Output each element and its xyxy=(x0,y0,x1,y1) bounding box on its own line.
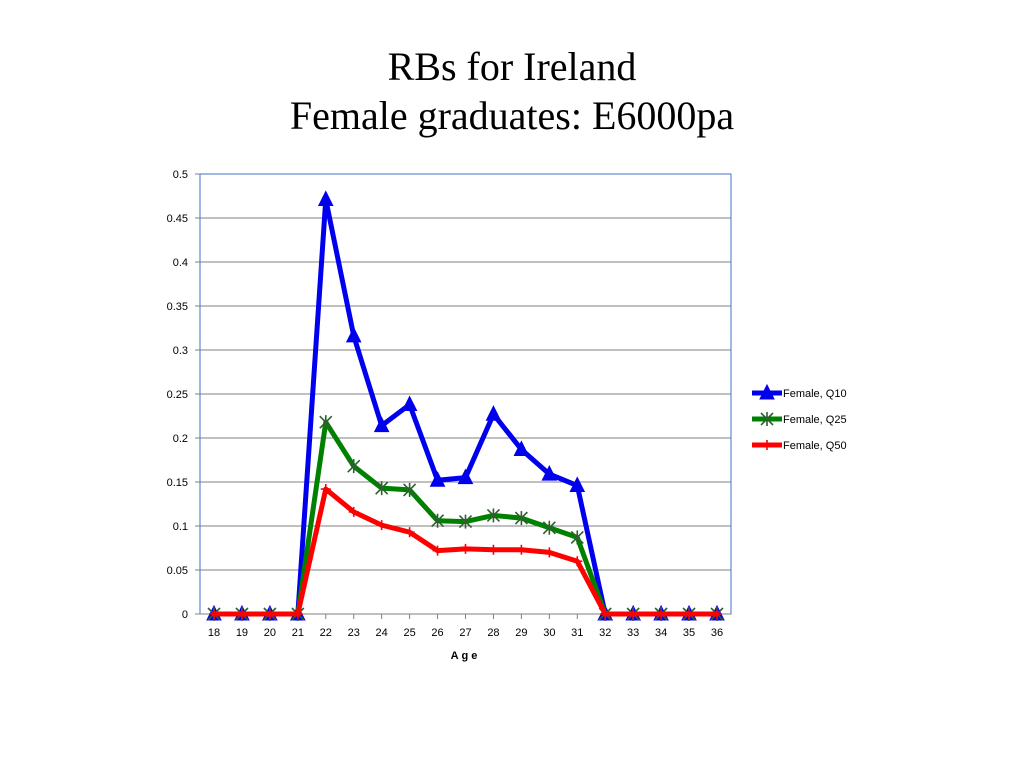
data-point-female-q50 xyxy=(572,556,583,567)
x-tick-label: 19 xyxy=(236,627,248,639)
data-point-female-q25 xyxy=(514,511,528,526)
slide-title: RBs for Ireland Female graduates: E6000p… xyxy=(0,42,1024,140)
x-tick-label: 26 xyxy=(431,627,443,639)
data-point-female-q25 xyxy=(430,513,445,528)
y-tick-label: 0.5 xyxy=(173,169,188,181)
data-point-female-q25 xyxy=(486,508,501,523)
data-point-female-q50 xyxy=(348,506,359,517)
data-point-female-q50 xyxy=(684,609,695,619)
data-point-female-q50 xyxy=(488,544,499,555)
x-tick-label: 36 xyxy=(711,627,723,639)
data-point-female-q50 xyxy=(516,544,527,555)
data-point-female-q10 xyxy=(401,395,418,412)
data-point-female-q10 xyxy=(541,464,558,481)
legend-label: Female, Q50 xyxy=(783,440,847,452)
data-point-female-q50 xyxy=(320,484,331,495)
x-tick-label: 34 xyxy=(655,627,667,639)
data-point-female-q10 xyxy=(513,440,530,456)
x-tick-label: 33 xyxy=(627,627,639,639)
y-tick-label: 0.05 xyxy=(167,565,188,577)
data-point-female-q50 xyxy=(292,609,303,619)
data-point-female-q25 xyxy=(570,530,584,545)
data-point-female-q25 xyxy=(542,520,556,535)
x-tick-label: 27 xyxy=(459,627,471,639)
data-point-female-q25 xyxy=(375,481,389,496)
data-point-female-q50 xyxy=(656,609,667,619)
slide-title-line1: RBs for Ireland xyxy=(387,44,637,89)
series-female-q50 xyxy=(209,484,722,619)
legend-label: Female, Q25 xyxy=(783,414,847,426)
legend-item: Female, Q25 xyxy=(752,412,847,426)
data-point-female-q25 xyxy=(319,415,333,430)
x-tick-label: 21 xyxy=(292,627,304,639)
data-point-female-q10 xyxy=(429,471,446,487)
y-tick-label: 0.15 xyxy=(167,477,188,489)
data-point-female-q10 xyxy=(345,326,362,343)
data-point-female-q10 xyxy=(485,405,502,421)
y-tick-label: 0.45 xyxy=(167,213,188,225)
data-point-female-q25 xyxy=(458,514,473,529)
slide-title-line2: Female graduates: E6000pa xyxy=(289,93,735,138)
x-tick-label: 22 xyxy=(320,627,332,639)
data-point-female-q25 xyxy=(403,482,417,497)
data-point-female-q10 xyxy=(569,476,586,493)
data-point-female-q10 xyxy=(317,190,334,207)
data-point-female-q50 xyxy=(628,609,639,619)
y-tick-label: 0 xyxy=(182,609,188,621)
x-axis-title: Age xyxy=(451,650,481,662)
x-tick-label: 35 xyxy=(683,627,695,639)
x-tick-label: 20 xyxy=(264,627,276,639)
data-point-female-q50 xyxy=(264,609,275,619)
legend-marker xyxy=(760,412,774,426)
series-layer xyxy=(206,190,725,621)
y-tick-label: 0.1 xyxy=(173,521,188,533)
x-tick-label: 24 xyxy=(376,627,388,639)
x-tick-label: 31 xyxy=(571,627,583,639)
legend-marker xyxy=(762,440,772,450)
legend: Female, Q10 Female, Q25 Female, Q50 xyxy=(752,383,847,452)
data-point-female-q50 xyxy=(712,609,722,619)
legend-marker xyxy=(759,383,775,400)
y-tick-label: 0.2 xyxy=(173,433,188,445)
data-point-female-q10 xyxy=(457,468,474,485)
data-point-female-q10 xyxy=(373,416,390,433)
series-female-q25 xyxy=(207,415,724,621)
x-tick-label: 25 xyxy=(403,627,415,639)
legend-item: Female, Q50 xyxy=(752,440,847,452)
data-point-female-q25 xyxy=(347,459,361,474)
y-tick-label: 0.35 xyxy=(167,301,188,313)
y-tick-label: 0.4 xyxy=(173,257,188,269)
data-point-female-q50 xyxy=(404,527,415,538)
axes: 0 0.05 0.1 0.15 0.2 0.25 0.3 0.35 0.4 0.45 0.5 18 19… xyxy=(167,169,731,662)
x-tick-label: 29 xyxy=(515,627,527,639)
x-tick-label: 32 xyxy=(599,627,611,639)
y-tick-label: 0.3 xyxy=(173,345,188,357)
x-tick-label: 30 xyxy=(543,627,555,639)
x-tick-label: 28 xyxy=(487,627,499,639)
data-point-female-q50 xyxy=(544,547,555,558)
data-point-female-q50 xyxy=(236,609,247,619)
x-tick-label: 23 xyxy=(348,627,360,639)
data-point-female-q50 xyxy=(376,520,387,531)
x-tick-label: 18 xyxy=(208,627,220,639)
series-female-q10 xyxy=(206,190,725,621)
data-point-female-q50 xyxy=(600,609,611,619)
legend-item: Female, Q10 xyxy=(752,383,847,400)
data-point-female-q50 xyxy=(432,545,443,556)
data-point-female-q50 xyxy=(209,609,219,619)
legend-label: Female, Q10 xyxy=(783,388,847,400)
y-tick-label: 0.25 xyxy=(167,389,188,401)
data-point-female-q50 xyxy=(460,543,471,554)
